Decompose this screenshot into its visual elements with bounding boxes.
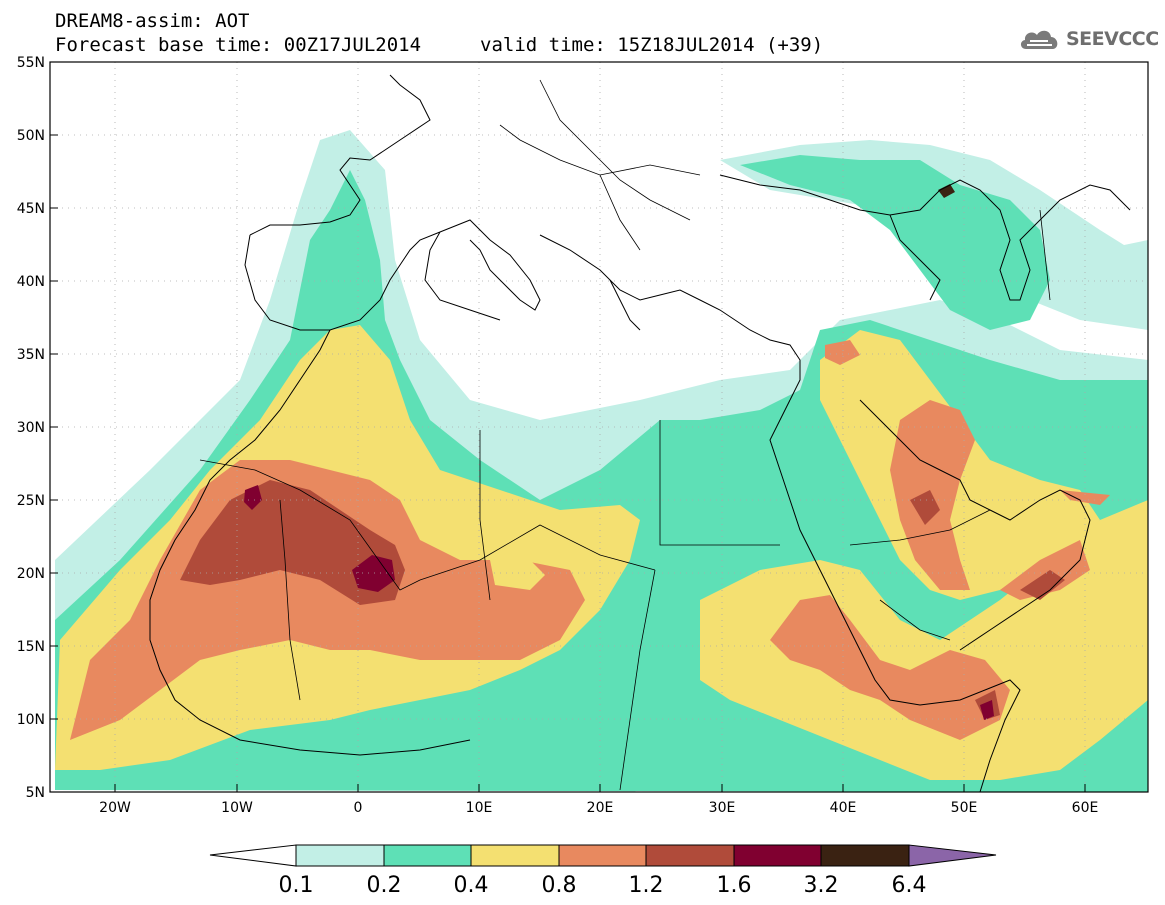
lat-label-30n: 30N (17, 420, 45, 436)
lat-label-50n: 50N (17, 128, 45, 144)
aot-level-1-2 (180, 480, 1065, 720)
colorbar-label-0-8: 0.8 (542, 873, 577, 898)
lat-label-55n: 55N (17, 55, 45, 71)
lon-label-40e: 40E (830, 800, 857, 816)
lon-label-20e: 20E (587, 800, 614, 816)
lat-label-40n: 40N (17, 274, 45, 290)
lon-label-10w: 10W (221, 800, 253, 816)
lon-label-50e: 50E (951, 800, 978, 816)
lat-label-25n: 25N (17, 493, 45, 509)
map-title: DREAM8-assim: AOT (55, 10, 250, 32)
colorbar-upper-triangle (908, 844, 997, 867)
colorbar-lower-triangle (209, 844, 297, 867)
aot-level-3-2 (938, 184, 955, 198)
aot-field (50, 62, 1148, 792)
aot-level-1-6 (244, 485, 994, 720)
colorbar-box-1 (295, 844, 385, 867)
colorbar-label-1-2: 1.2 (629, 873, 664, 898)
valid-time: valid time: 15Z18JUL2014 (+39) (480, 34, 824, 56)
colorbar-label-6-4: 6.4 (892, 873, 927, 898)
colorbar-box-6 (733, 844, 822, 867)
colorbar (209, 844, 997, 867)
logo-text: SEEVCCC (1066, 28, 1159, 50)
cloud-icon (1020, 30, 1058, 49)
lat-label-20n: 20N (17, 566, 45, 582)
lat-axis (50, 61, 58, 793)
colorbar-label-0-1: 0.1 (279, 873, 314, 898)
lat-label-35n: 35N (17, 347, 45, 363)
lat-label-5n: 5N (26, 785, 45, 801)
colorbar-label-0-4: 0.4 (454, 873, 489, 898)
colorbar-box-5 (645, 844, 735, 867)
lon-label-20w: 20W (99, 800, 131, 816)
colorbar-label-0-2: 0.2 (367, 873, 402, 898)
colorbar-box-3 (470, 844, 560, 867)
lon-label-10e: 10E (466, 800, 493, 816)
lat-label-15n: 15N (17, 639, 45, 655)
lon-label-0: 0 (354, 800, 363, 816)
borders (199, 79, 1051, 791)
coastlines (149, 74, 1131, 792)
lon-label-60e: 60E (1072, 800, 1099, 816)
forecast-base-time: Forecast base time: 00Z17JUL2014 (55, 34, 422, 56)
colorbar-box-7 (820, 844, 910, 867)
colorbar-label-3-2: 3.2 (804, 873, 839, 898)
lon-label-30e: 30E (709, 800, 736, 816)
lat-label-45n: 45N (17, 201, 45, 217)
colorbar-box-4 (558, 844, 647, 867)
seevccc-logo: SEEVCCC (1018, 26, 1159, 52)
colorbar-box-2 (383, 844, 472, 867)
lon-axis (114, 784, 1086, 792)
lat-label-10n: 10N (17, 712, 45, 728)
colorbar-label-1-6: 1.6 (717, 873, 752, 898)
